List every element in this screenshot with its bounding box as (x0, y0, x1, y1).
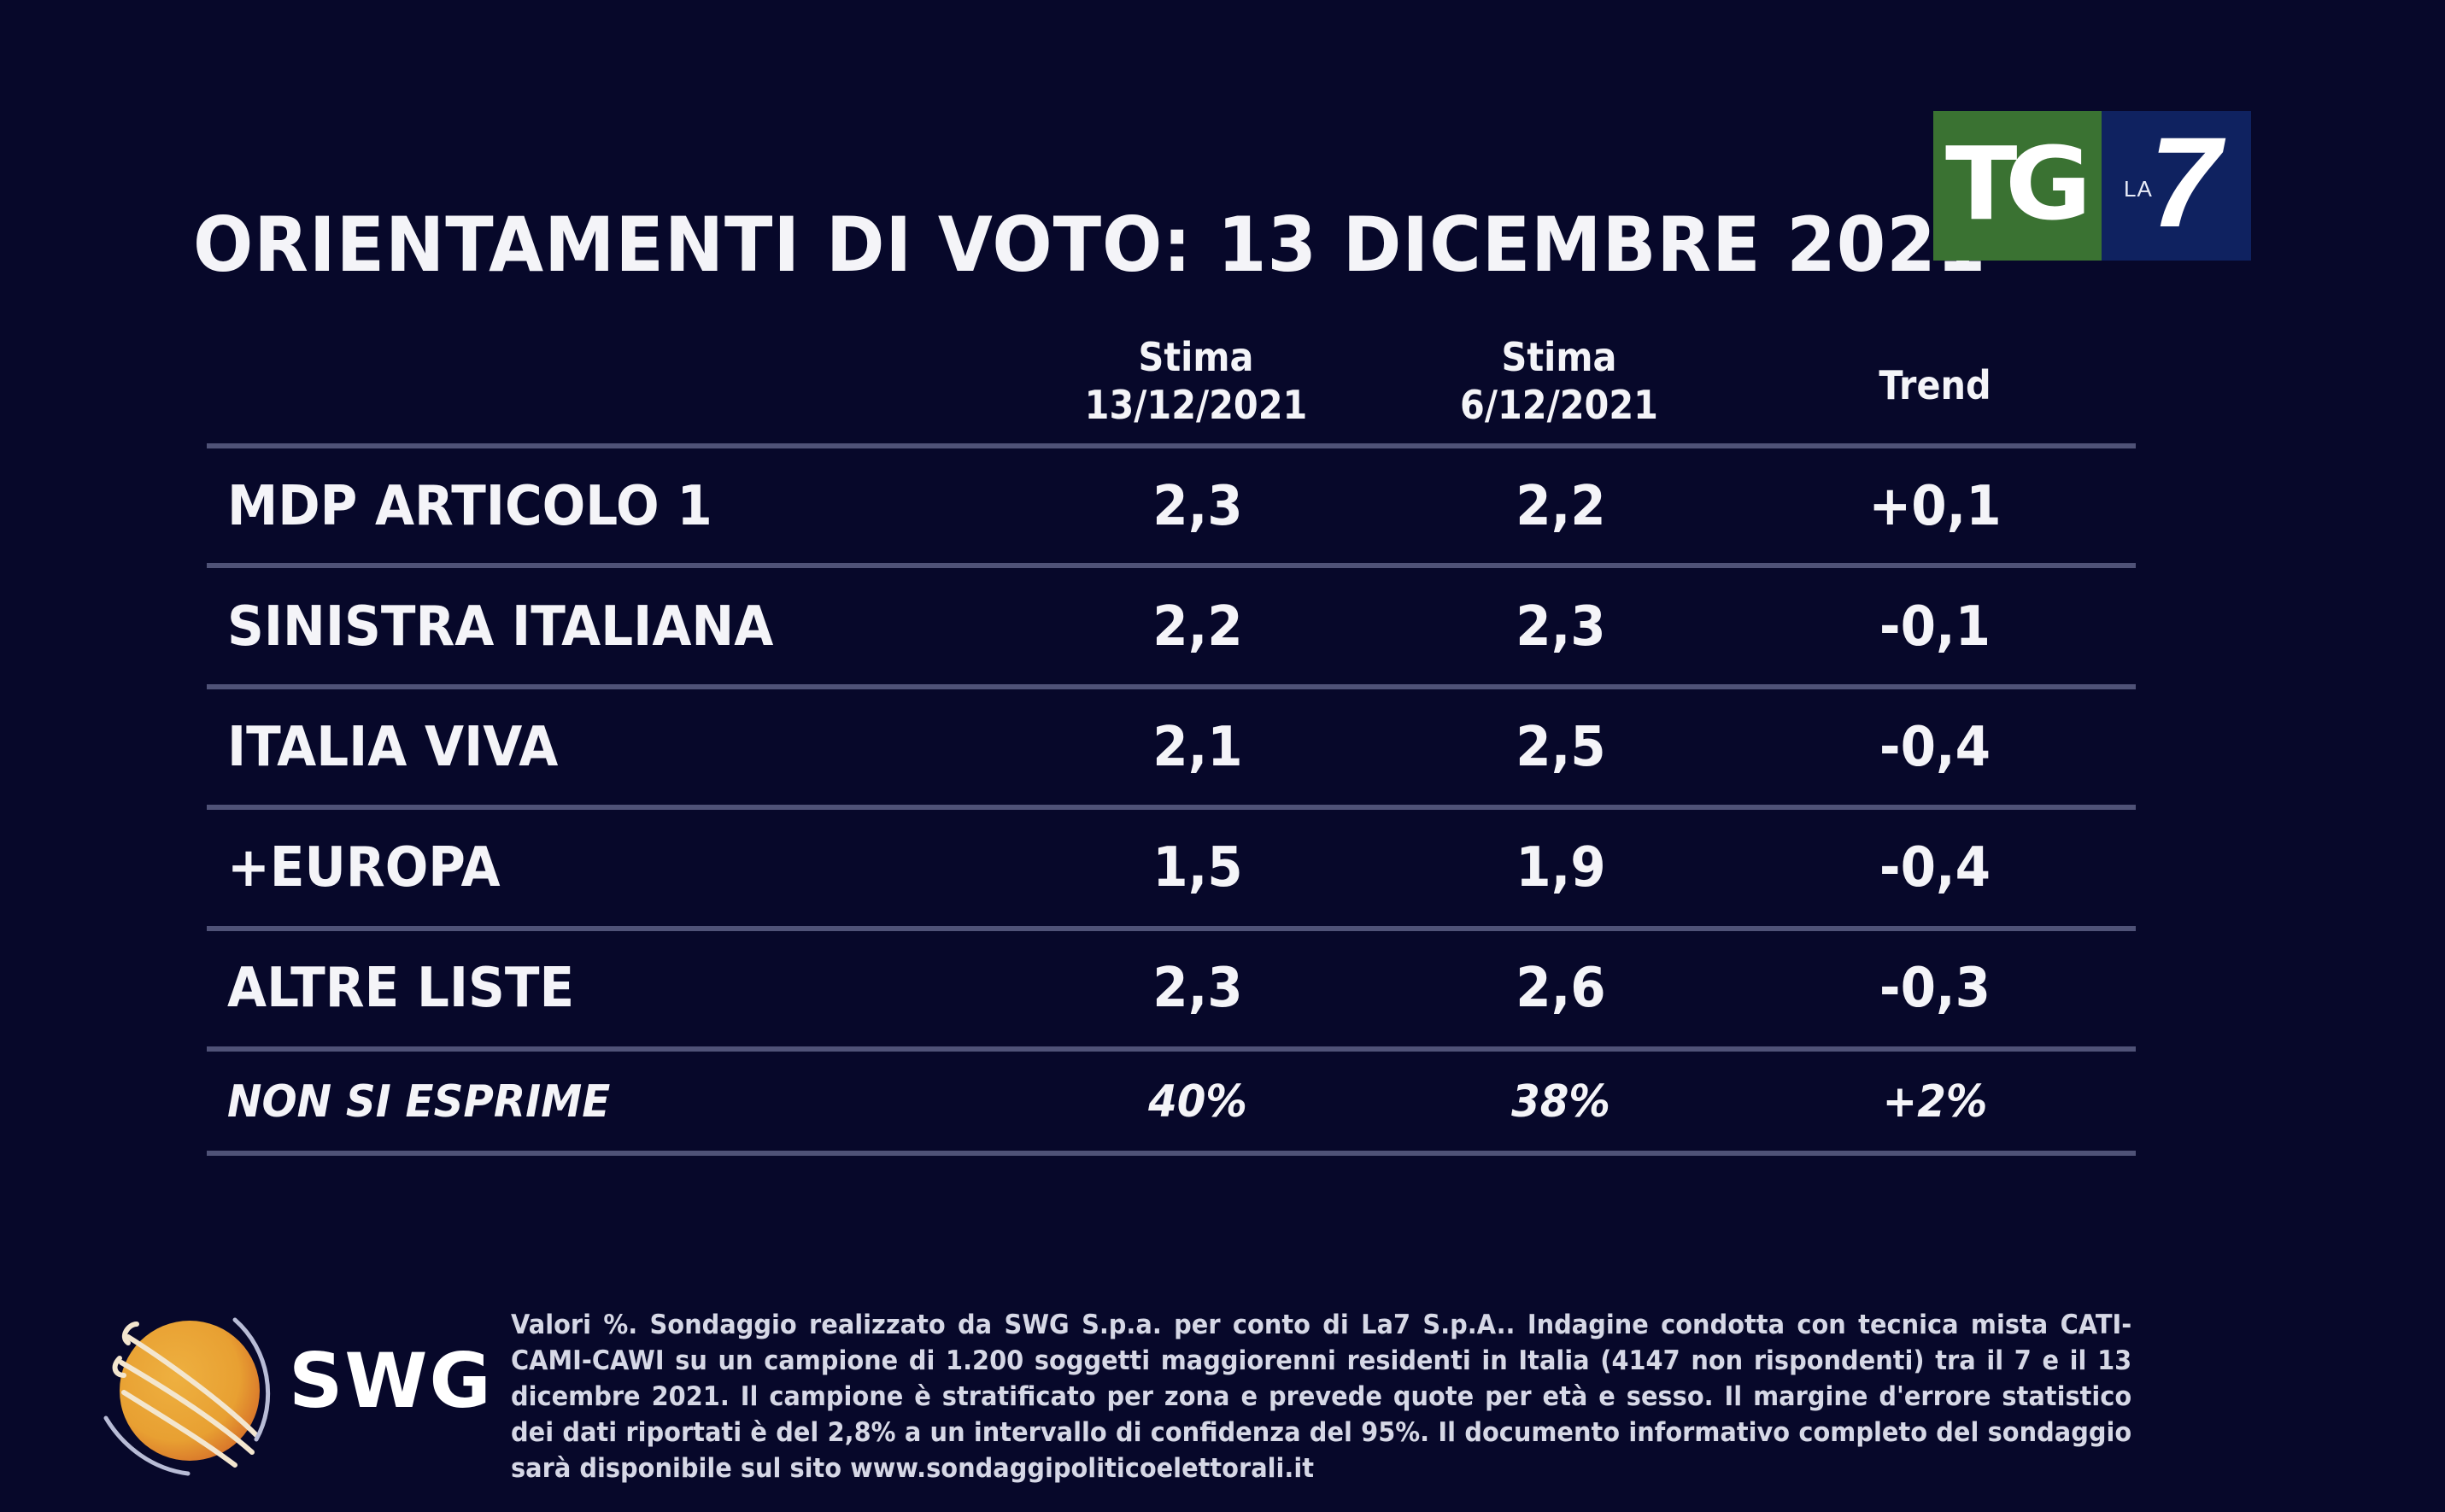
column-header-trend: Trend (1879, 362, 1991, 408)
table-divider (207, 805, 2136, 810)
current-estimate: 2,3 (1152, 475, 1243, 538)
tg-la7-logo: TG LA 7 (1933, 111, 2251, 261)
page-title: ORIENTAMENTI DI VOTO: 13 DICEMBRE 2021 (193, 201, 1987, 289)
party-name: ALTRE LISTE (227, 957, 575, 1020)
globe-icon (103, 1317, 271, 1476)
column-header-date: 13/12/2021 (1084, 382, 1308, 428)
methodology-footnote: Valori %. Sondaggio realizzato da SWG S.… (511, 1310, 2132, 1484)
table-divider (207, 1151, 2136, 1156)
swg-logo: SWG (94, 1290, 491, 1486)
logo-seven-text: 7 (2149, 110, 2221, 254)
column-header-date: 6/12/2021 (1460, 382, 1658, 428)
trend-value: +0,1 (1868, 475, 2002, 538)
undecided-current: 40% (1148, 1076, 1247, 1128)
trend-value: -0,3 (1879, 957, 1991, 1020)
table-divider (207, 563, 2136, 568)
previous-estimate: 2,6 (1516, 957, 1606, 1020)
previous-estimate: 1,9 (1516, 836, 1606, 900)
column-header-label: Stima (1501, 334, 1617, 380)
current-estimate: 2,3 (1152, 957, 1243, 1020)
table-divider (207, 926, 2136, 931)
table-divider (207, 1046, 2136, 1052)
party-name: ITALIA VIVA (227, 716, 559, 779)
logo-blue-panel: LA 7 (2102, 111, 2251, 261)
logo-green-panel: TG (1933, 111, 2102, 261)
trend-value: -0,4 (1879, 836, 1991, 900)
current-estimate: 1,5 (1152, 836, 1243, 900)
column-header-previous: Stima 6/12/2021 (1405, 333, 1713, 429)
previous-estimate: 2,5 (1516, 716, 1606, 779)
current-estimate: 2,2 (1152, 595, 1243, 659)
undecided-label: NON SI ESPRIME (227, 1076, 611, 1128)
column-header-label: Stima (1138, 334, 1254, 380)
current-estimate: 2,1 (1152, 716, 1243, 779)
party-name: +EUROPA (227, 836, 501, 900)
undecided-previous: 38% (1511, 1076, 1610, 1128)
table-divider (207, 443, 2136, 448)
logo-tg-text: TG (1945, 125, 2092, 243)
party-name: MDP ARTICOLO 1 (227, 475, 712, 538)
party-name: SINISTRA ITALIANA (227, 595, 774, 659)
swg-logo-text: SWG (289, 1337, 493, 1425)
column-header-current: Stima 13/12/2021 (1042, 333, 1350, 429)
undecided-trend: +2% (1882, 1076, 1988, 1128)
logo-la-text: LA (2124, 176, 2153, 202)
trend-value: -0,1 (1879, 595, 1991, 659)
previous-estimate: 2,2 (1516, 475, 1606, 538)
trend-value: -0,4 (1879, 716, 1991, 779)
table-divider (207, 684, 2136, 689)
previous-estimate: 2,3 (1516, 595, 1606, 659)
